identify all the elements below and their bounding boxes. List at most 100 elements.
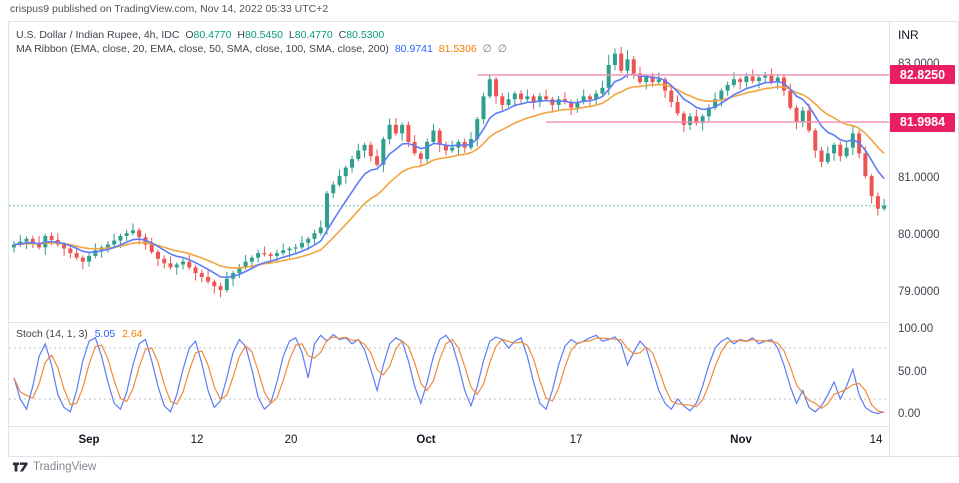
candle-body — [731, 79, 736, 85]
ohlc-open-value: 80.4770 — [193, 29, 232, 41]
candle-body — [162, 258, 167, 264]
candle-body — [68, 248, 73, 254]
candle-body — [425, 141, 430, 160]
candle-body — [800, 110, 805, 122]
tradingview-footer[interactable]: TradingView — [13, 461, 96, 473]
candle-body — [844, 147, 849, 157]
ema20-value: 80.9741 — [394, 43, 433, 55]
candle-body — [512, 93, 517, 100]
candle-body — [763, 75, 768, 78]
candle-body — [838, 144, 843, 157]
candle-body — [700, 116, 705, 124]
candle-body — [293, 247, 298, 249]
time-axis-label: Nov — [730, 434, 752, 446]
candle-body — [256, 253, 261, 258]
candle-body — [738, 79, 743, 83]
candle-body — [199, 273, 204, 278]
candle-body — [174, 264, 179, 268]
candle-body — [587, 96, 592, 100]
candle-body — [882, 205, 887, 209]
candle-body — [418, 153, 423, 160]
stoch-axis-tick: 50.00 — [898, 365, 927, 378]
candle-body — [130, 230, 135, 234]
candle-body — [268, 254, 273, 256]
candle-body — [30, 238, 35, 243]
candle-body — [694, 116, 699, 124]
stoch-k-line — [13, 333, 885, 415]
candle-body — [262, 253, 267, 255]
candle-body — [656, 79, 661, 83]
price-axis[interactable]: INR 83.0000 81.0000 80.0000 79.0000 82.8250 8… — [889, 22, 958, 456]
main-pane-svg[interactable] — [9, 22, 890, 322]
candle-body — [249, 257, 254, 262]
candle-body — [431, 130, 436, 142]
candle-body — [619, 53, 624, 71]
main-price-pane[interactable]: U.S. Dollar / Indian Rupee, 4h, IDC O80.… — [9, 22, 890, 322]
stoch-title: Stoch (14, 1, 3) — [16, 328, 88, 340]
candle-body — [155, 251, 160, 259]
candle-body — [356, 150, 361, 160]
price-axis-tick: 79.0000 — [898, 286, 940, 298]
candle-body — [537, 96, 542, 103]
candle-body — [556, 99, 561, 105]
symbol-legend-row[interactable]: U.S. Dollar / Indian Rupee, 4h, IDC O80.… — [16, 28, 510, 42]
ma-ribbon-legend-row[interactable]: MA Ribbon (EMA, close, 20, EMA, close, 5… — [16, 42, 510, 56]
stoch-pane[interactable]: Stoch (14, 1, 3) 5.05 2.64 — [9, 322, 890, 426]
stoch-legend-row[interactable]: Stoch (14, 1, 3) 5.05 2.64 — [16, 328, 147, 340]
candle-body — [594, 93, 599, 100]
price-level-label: 82.8250 — [890, 65, 955, 85]
candle-body — [393, 124, 398, 134]
candle-body — [224, 278, 229, 291]
candle-body — [412, 141, 417, 154]
candle-body — [487, 79, 492, 97]
time-axis-label: 14 — [869, 434, 883, 446]
candle-body — [118, 236, 123, 241]
stoch-pane-svg[interactable] — [9, 323, 890, 426]
candle-body — [569, 102, 574, 108]
candle-body — [37, 242, 42, 248]
candle-body — [744, 76, 749, 83]
time-axis-label: Sep — [78, 434, 100, 446]
candle-body — [612, 53, 617, 65]
stoch-k-value: 5.05 — [94, 328, 116, 340]
candle-body — [124, 233, 129, 236]
ohlc-close-label: C — [338, 29, 347, 41]
candle-body — [531, 96, 536, 103]
candle-body — [193, 267, 198, 274]
ohlc-high-label: H — [237, 29, 245, 41]
sma200-value: ∅ — [497, 43, 507, 55]
ohlc-open-label: O — [185, 29, 194, 41]
ema50-line — [13, 83, 885, 269]
candle-body — [80, 257, 85, 262]
candle-body — [769, 75, 774, 83]
tradingview-logo-icon — [13, 462, 28, 472]
candle-body — [87, 255, 92, 262]
stoch-d-value: 2.64 — [122, 328, 143, 340]
candle-body — [287, 248, 292, 251]
ema50-value: 81.5306 — [438, 43, 477, 55]
candle-body — [750, 76, 755, 81]
symbol-title: U.S. Dollar / Indian Rupee, 4h, IDC — [16, 29, 180, 41]
candle-body — [706, 107, 711, 117]
time-axis-label: 17 — [569, 434, 583, 446]
candle-body — [105, 244, 110, 248]
candle-body — [669, 90, 674, 103]
sma100-value: ∅ — [482, 43, 492, 55]
candle-body — [406, 124, 411, 142]
time-axis-label: Oct — [416, 434, 436, 446]
candle-body — [794, 107, 799, 122]
candle-body — [375, 156, 380, 165]
candle-body — [325, 193, 329, 228]
candle-body — [343, 167, 348, 177]
ema20-line — [13, 73, 885, 279]
candle-body — [312, 233, 317, 239]
candle-body — [650, 76, 655, 83]
candle-body — [274, 253, 279, 256]
candle-body — [181, 261, 186, 265]
candle-body — [494, 79, 499, 97]
candle-body — [606, 65, 611, 88]
candle-body — [337, 176, 342, 185]
candle-body — [450, 147, 455, 151]
candle-body — [713, 99, 718, 108]
time-axis[interactable]: Sep 12 20 Oct 17 Nov 14 — [9, 426, 890, 457]
